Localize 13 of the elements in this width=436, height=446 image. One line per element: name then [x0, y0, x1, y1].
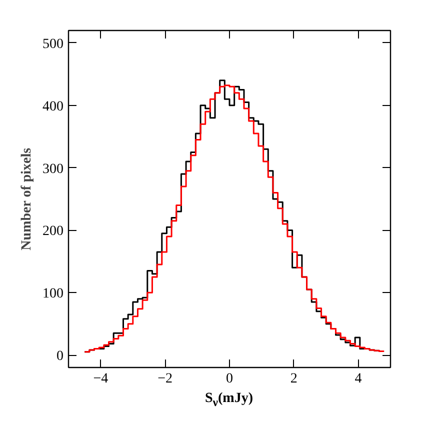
y-tick-label: 200: [42, 224, 64, 240]
y-axis-title: Number of pixels: [20, 147, 34, 250]
x-tick-label: −4: [93, 372, 108, 386]
y-tick-label: 0: [56, 349, 64, 364]
y-tick-label: 500: [42, 36, 64, 52]
x-tick-label: 0: [226, 372, 233, 386]
x-tick-label: 4: [354, 372, 362, 386]
y-tick-label: 100: [42, 286, 64, 302]
y-tick-label: 400: [42, 99, 64, 114]
y-tick-label: 300: [42, 162, 64, 177]
x-axis-title: S$_{ν}$(mJy): [204, 390, 253, 411]
x-tick-label: −2: [158, 372, 173, 386]
x-tick-label: 2: [290, 372, 298, 386]
